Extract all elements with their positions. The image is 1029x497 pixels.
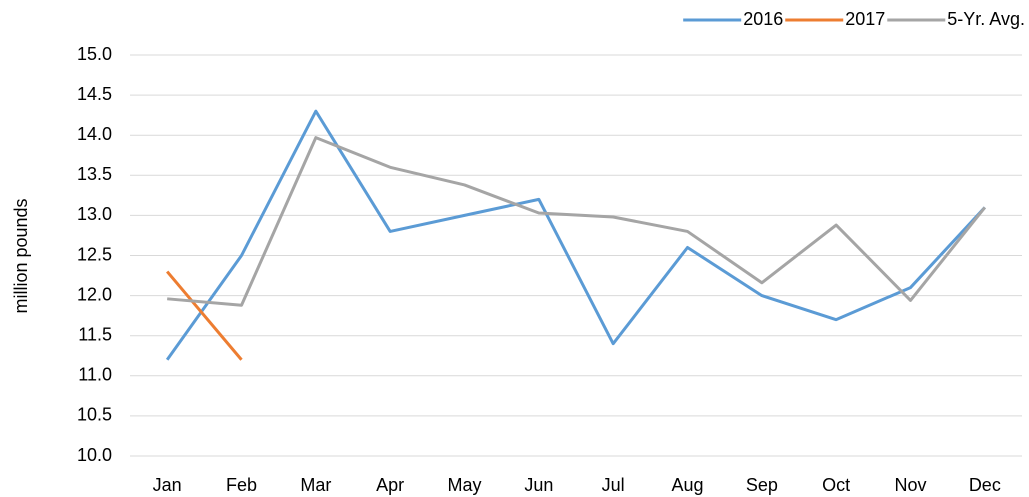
- x-tick-label: Jun: [524, 475, 553, 495]
- y-tick-label: 13.0: [77, 204, 112, 224]
- y-tick-label: 11.0: [78, 365, 112, 385]
- x-tick-label: Dec: [969, 475, 1001, 495]
- x-tick-label: Nov: [894, 475, 926, 495]
- y-tick-label: 12.5: [77, 244, 112, 264]
- y-tick-label: 14.0: [77, 124, 112, 144]
- x-tick-label: Apr: [376, 475, 404, 495]
- series-line: [165, 109, 986, 361]
- y-tick-label: 12.0: [77, 284, 112, 304]
- y-axis-label: million pounds: [11, 198, 31, 313]
- legend-label: 5-Yr. Avg.: [947, 9, 1025, 29]
- legend-label: 2016: [743, 9, 783, 29]
- y-tick-label: 10.0: [77, 445, 112, 465]
- x-tick-label: May: [447, 475, 481, 495]
- x-tick-label: Jan: [153, 475, 182, 495]
- x-tick-label: Jul: [602, 475, 625, 495]
- y-tick-label: 15.0: [77, 44, 112, 64]
- y-tick-label: 13.5: [77, 164, 112, 184]
- x-tick-label: Oct: [822, 475, 850, 495]
- series-line: [166, 270, 243, 361]
- y-tick-label: 11.5: [78, 324, 112, 344]
- legend-label: 2017: [845, 9, 885, 29]
- series-line: [167, 136, 987, 307]
- y-tick-label: 10.5: [77, 405, 112, 425]
- x-tick-label: Sep: [746, 475, 778, 495]
- x-tick-label: Aug: [671, 475, 703, 495]
- y-tick-label: 14.5: [77, 84, 112, 104]
- x-tick-label: Mar: [300, 475, 331, 495]
- x-tick-label: Feb: [226, 475, 257, 495]
